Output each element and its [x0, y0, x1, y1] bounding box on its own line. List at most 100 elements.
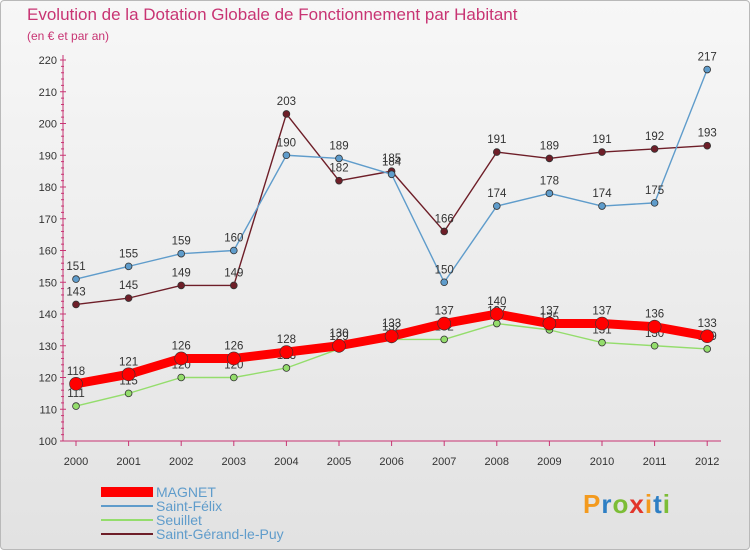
y-tick-label: 170 [39, 214, 57, 226]
y-tick-label: 210 [39, 87, 57, 99]
data-label-saint-felix: 190 [277, 137, 296, 149]
data-point-saint-gerand-le-puy [492, 148, 501, 156]
data-label-saint-gerand-le-puy: 191 [592, 134, 611, 146]
data-point-magnet [384, 329, 399, 344]
y-tick-label: 150 [39, 277, 57, 289]
y-tick-label: 140 [39, 309, 57, 321]
logo-letter-r: r [601, 489, 613, 519]
data-label-saint-gerand-le-puy: 193 [698, 128, 717, 140]
data-label-saint-felix: 151 [66, 261, 85, 273]
data-point-magnet [700, 329, 715, 344]
data-point-magnet [489, 307, 504, 321]
data-label-saint-felix: 217 [698, 52, 717, 64]
x-tick-label: 2005 [327, 456, 351, 468]
data-point-seuillet [177, 373, 186, 382]
data-label-saint-gerand-le-puy: 185 [382, 153, 401, 165]
data-label-magnet: 121 [119, 356, 138, 368]
data-point-saint-felix [72, 275, 80, 283]
data-label-saint-gerand-le-puy: 192 [645, 131, 664, 143]
data-label-saint-felix: 174 [592, 188, 612, 200]
data-point-saint-felix [124, 262, 133, 271]
x-tick-label: 2001 [116, 456, 140, 468]
data-point-magnet [647, 319, 662, 334]
x-tick-label: 2006 [379, 456, 403, 468]
data-label-saint-felix: 155 [119, 248, 138, 260]
data-point-saint-felix [230, 246, 238, 255]
data-label-saint-felix: 189 [329, 140, 348, 152]
data-label-magnet: 118 [67, 366, 85, 378]
data-label-saint-gerand-le-puy: 143 [66, 286, 85, 298]
data-point-magnet [174, 351, 188, 366]
data-label-saint-felix: 159 [172, 236, 191, 248]
x-tick-label: 2007 [432, 456, 456, 468]
data-point-saint-gerand-le-puy [440, 227, 449, 236]
data-point-saint-felix [650, 199, 659, 207]
line-chart: 100 110 120 130 140 150 160 170 180 190 200 210 220 2… [39, 52, 721, 468]
data-point-magnet [437, 316, 452, 331]
x-tick-label: 2012 [695, 456, 719, 468]
data-label-seuillet: 111 [67, 388, 84, 400]
data-label-magnet: 133 [382, 318, 401, 330]
data-point-magnet [542, 316, 557, 331]
data-label-seuillet: 129 [329, 331, 348, 343]
data-label-saint-gerand-le-puy: 149 [172, 267, 191, 279]
data-point-saint-gerand-le-puy [282, 110, 291, 118]
data-point-saint-gerand-le-puy [177, 281, 186, 290]
legend-swatch-magnet [101, 487, 153, 497]
x-tick-label: 2004 [274, 456, 298, 468]
data-point-saint-felix [387, 170, 396, 179]
data-point-saint-felix [440, 278, 449, 287]
logo-letter-i2: i [662, 489, 671, 519]
data-label-saint-gerand-le-puy: 166 [435, 213, 454, 225]
data-point-magnet [121, 367, 136, 382]
proxiti-logo: Proxiti [583, 489, 671, 520]
data-point-saint-felix [282, 151, 291, 160]
data-point-saint-felix [335, 154, 343, 163]
logo-letter-i: i [644, 489, 654, 519]
data-point-seuillet [703, 345, 711, 353]
data-point-saint-gerand-le-puy [598, 148, 606, 156]
data-point-magnet [279, 345, 294, 359]
data-point-saint-felix [703, 65, 711, 74]
logo-letter-p: P [583, 489, 602, 519]
data-label-saint-gerand-le-puy: 145 [119, 280, 138, 292]
data-label-saint-felix: 184 [382, 156, 402, 168]
data-point-seuillet [124, 389, 133, 398]
x-tick-label: 2009 [537, 456, 561, 468]
y-tick-label: 100 [39, 436, 57, 448]
data-point-seuillet [72, 402, 80, 410]
data-label-magnet: 137 [592, 306, 611, 318]
data-label-magnet: 126 [172, 340, 191, 352]
x-tick-label: 2003 [222, 456, 246, 468]
data-label-saint-felix: 150 [435, 264, 454, 276]
y-tick-label: 190 [39, 150, 57, 162]
data-point-seuillet [650, 341, 659, 350]
data-label-seuillet: 132 [382, 321, 401, 333]
data-point-seuillet [230, 373, 238, 382]
legend-swatch-saint-gerand-le-puy [101, 533, 153, 535]
data-point-saint-gerand-le-puy [650, 145, 659, 153]
data-label-saint-felix: 160 [224, 233, 243, 245]
data-point-saint-gerand-le-puy [335, 176, 343, 185]
data-label-saint-gerand-le-puy: 182 [329, 163, 348, 175]
data-point-saint-gerand-le-puy [72, 300, 80, 309]
legend-swatch-seuillet [101, 519, 153, 521]
data-point-seuillet [440, 335, 449, 344]
data-point-magnet [69, 377, 83, 391]
logo-letter-o: o [612, 489, 630, 519]
y-tick-label: 120 [39, 373, 57, 385]
data-label-saint-felix: 175 [645, 185, 664, 197]
data-point-saint-gerand-le-puy [230, 281, 238, 290]
data-point-saint-felix [492, 202, 501, 210]
data-point-saint-felix [545, 189, 554, 198]
data-point-saint-gerand-le-puy [703, 141, 711, 150]
data-label-magnet: 128 [277, 334, 296, 346]
y-tick-label: 220 [39, 55, 57, 67]
legend-label-magnet: MAGNET [156, 484, 216, 500]
legend-swatch-saint-felix [101, 505, 153, 507]
data-label-magnet: 137 [435, 306, 454, 318]
legend-label-saint-gerand-le-puy: Saint-Gérand-le-Puy [156, 526, 284, 542]
y-tick-label: 130 [39, 341, 57, 353]
data-point-magnet [595, 316, 609, 331]
